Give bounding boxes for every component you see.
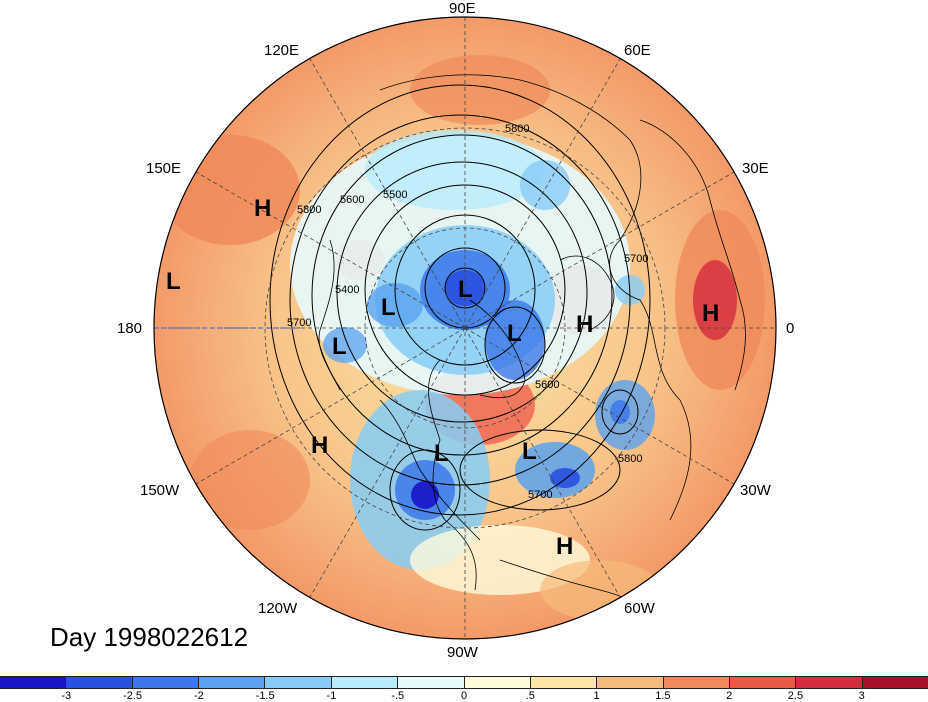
colorbar-segment [331, 677, 399, 688]
colorbar-segment [796, 677, 863, 688]
colorbar-segment [597, 677, 664, 688]
lon-label-60e: 60E [624, 42, 651, 59]
pressure-center-label: L [458, 276, 473, 303]
colorbar-segment [66, 677, 133, 688]
colorbar-segment [265, 677, 332, 688]
colorbar-segment [729, 677, 797, 688]
colorbar-segment [398, 677, 465, 688]
colorbar-tick-label: .5 [525, 690, 535, 702]
colorbar-tick-label: -1.5 [255, 690, 275, 702]
colorbar-segment [862, 677, 928, 688]
lon-label-30w: 30W [740, 482, 771, 499]
pressure-center-label: L [381, 294, 396, 321]
colorbar-tick-label: 1.5 [655, 690, 671, 702]
contour-label: 5700 [624, 253, 649, 265]
pressure-center-label: L [522, 438, 537, 465]
contour-label: 5500 [383, 189, 408, 201]
colorbar-segment [0, 677, 67, 688]
height-contours [269, 84, 651, 531]
colorbar-tick-label: -.5 [391, 690, 405, 702]
colorbar-segment [199, 677, 266, 688]
contour-label: 5800 [297, 204, 322, 216]
colorbar-tick-label: 2.5 [787, 690, 804, 702]
colorbar-tick-label: -2.5 [123, 690, 143, 702]
anomaly-shading [154, 17, 776, 639]
colorbar-segment [663, 677, 730, 688]
pressure-center-label: H [576, 311, 594, 338]
lon-label-150w: 150W [140, 482, 180, 499]
pressure-center-label: H [254, 195, 272, 222]
lon-label-0: 0 [786, 320, 795, 337]
contour-label: 5800 [505, 123, 530, 135]
pressure-center-label: H [702, 300, 720, 327]
contour-label: 5600 [535, 379, 560, 391]
colorbar-tick-label: 1 [593, 690, 600, 702]
colorbar-tick-label: -1 [326, 690, 337, 702]
colorbar-tick-label: -3 [61, 690, 72, 702]
contour-label: 5700 [528, 489, 553, 501]
lon-label-60w: 60W [624, 600, 655, 617]
day-label: Day 1998022612 [50, 622, 249, 652]
colorbar-segment [464, 677, 531, 688]
graticule [154, 17, 776, 639]
pressure-center-label: H [556, 533, 574, 560]
lon-label-30e: 30E [742, 160, 769, 177]
lon-label-90w: 90W [447, 644, 478, 661]
lon-label-150e: 150E [146, 160, 182, 177]
contour-label: 5600 [340, 194, 365, 206]
map-border [153, 16, 777, 640]
lon-label-90e: 90E [449, 0, 476, 17]
lon-label-180: 180 [117, 320, 143, 337]
contour-label: 5700 [287, 317, 312, 329]
lon-label-120e: 120E [264, 42, 300, 59]
pressure-center-label: L [507, 320, 522, 347]
colorbar [0, 676, 928, 689]
pressure-center-label: L [166, 268, 181, 295]
contour-label: 5400 [335, 284, 360, 296]
colorbar-tick-label: 3 [858, 690, 865, 702]
colorbar-tick-label: -2 [193, 690, 204, 702]
colorbar-tick-label: 2 [726, 690, 733, 702]
pressure-center-label: L [332, 333, 347, 360]
pressure-center-label: L [434, 440, 449, 467]
lon-label-120w: 120W [258, 600, 298, 617]
colorbar-segment [132, 677, 200, 688]
contour-label: 5800 [618, 453, 643, 465]
colorbar-tick-label: 0 [460, 690, 468, 702]
pressure-center-label: H [311, 432, 329, 459]
colorbar-segment [530, 677, 598, 688]
